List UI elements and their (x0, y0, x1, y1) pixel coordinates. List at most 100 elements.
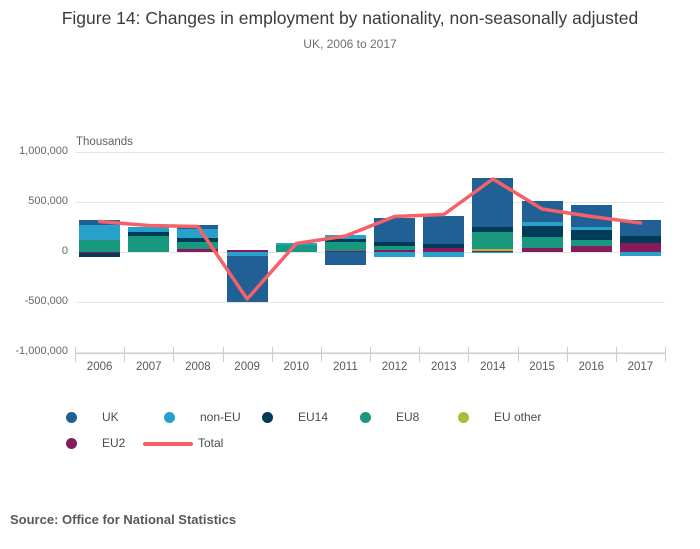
bar-2013-segment-eu14[interactable] (423, 243, 465, 248)
x-axis-tick (222, 347, 224, 362)
legend-dot-swatch (164, 412, 175, 423)
x-axis-tick (124, 347, 126, 362)
legend-line-swatch (143, 442, 193, 446)
bar-2012-segment-non-eu[interactable] (374, 252, 416, 257)
bar-2015-segment-eu14[interactable] (521, 226, 563, 237)
legend-dot-swatch (458, 412, 469, 423)
x-tick-label-2017: 2017 (627, 361, 654, 373)
x-axis-tick (468, 347, 470, 362)
gridline-500000 (75, 202, 665, 203)
legend-dot-swatch (360, 412, 371, 423)
bar-2006-segment-eu14[interactable] (79, 253, 121, 257)
bar-2006-segment-eu2[interactable] (79, 252, 121, 254)
x-tick-label-2016: 2016 (578, 361, 605, 373)
bar-2016-segment-eu8[interactable] (570, 240, 612, 246)
bar-2008-segment-eu2[interactable] (177, 249, 219, 252)
x-tick-label-2008: 2008 (185, 361, 211, 373)
bar-2012-segment-uk[interactable] (374, 218, 416, 242)
bar-2016-segment-non-eu[interactable] (570, 226, 612, 230)
x-tick-label-2011: 2011 (333, 361, 358, 373)
bar-2011-segment-uk[interactable] (324, 252, 366, 265)
bar-2013-segment-eu2[interactable] (423, 248, 465, 252)
bar-2015-segment-eu2[interactable] (521, 248, 563, 252)
bar-2008-segment-eu14[interactable] (177, 238, 219, 242)
bar-2012-segment-eu2[interactable] (374, 249, 416, 252)
y-tick-label: -1,000,000 (15, 345, 68, 357)
bar-2012-segment-eu8[interactable] (374, 245, 416, 250)
y-tick-label: 1,000,000 (19, 145, 68, 157)
x-axis-tick (320, 347, 322, 362)
x-tick-label-2014: 2014 (480, 361, 506, 373)
bar-2007-segment-eu8[interactable] (128, 236, 170, 252)
legend-dot-swatch (66, 438, 77, 449)
bar-2007-segment-non-eu[interactable] (128, 226, 170, 232)
bar-2010-segment-eu8[interactable] (275, 244, 317, 252)
bar-2011-segment-eu2[interactable] (324, 250, 366, 252)
plot-area (75, 150, 665, 353)
legend-label: Total (198, 436, 224, 450)
gridline--500000 (75, 302, 665, 303)
legend-label: EU other (494, 410, 542, 424)
bar-2009-segment-eu2[interactable] (226, 249, 268, 252)
legend-label: EU2 (102, 436, 126, 450)
bar-2017-segment-eu2[interactable] (619, 243, 661, 252)
gridline-0 (75, 252, 665, 253)
x-tick-label-2007: 2007 (136, 361, 162, 373)
source-text: Source: Office for National Statistics (10, 512, 237, 527)
bar-2011-segment-eu8[interactable] (324, 242, 366, 251)
legend: UK non-EU EU14 EU8 EU other EU2 Total (0, 404, 700, 456)
figure-subtitle: UK, 2006 to 2017 (303, 37, 397, 51)
x-tick-label-2010: 2010 (283, 361, 310, 373)
bar-2012-segment-eu14[interactable] (374, 241, 416, 246)
x-tick-label-2015: 2015 (529, 361, 555, 373)
bar-2016-segment-eu2[interactable] (570, 245, 612, 252)
bar-2015-segment-non-eu[interactable] (521, 221, 563, 226)
x-tick-label-2013: 2013 (431, 361, 457, 373)
bar-2017-segment-eu14[interactable] (619, 235, 661, 243)
x-tick-label-2006: 2006 (86, 361, 113, 373)
total-line-layer (97, 177, 643, 301)
bar-2006-segment-eu8[interactable] (79, 240, 121, 252)
bar-2009-segment-non-eu[interactable] (226, 252, 268, 256)
x-axis-tick (566, 347, 568, 362)
x-axis-tick (271, 347, 273, 362)
bar-2015-segment-eu8[interactable] (521, 236, 563, 248)
x-axis-tick (615, 347, 617, 362)
x-tick-label-2012: 2012 (381, 361, 408, 373)
bar-2008-segment-non-eu[interactable] (177, 229, 219, 238)
y-tick-label: -500,000 (24, 295, 68, 307)
bar-2008-segment-eu8[interactable] (177, 242, 219, 249)
x-axis-tick (75, 347, 76, 362)
x-axis-tick (370, 347, 371, 362)
x-axis-tick (517, 347, 519, 362)
figure-title: Figure 14: Changes in employment by nati… (61, 8, 639, 28)
bar-2014-segment-non-eu[interactable] (472, 252, 514, 253)
bar-2017-segment-uk[interactable] (619, 220, 661, 236)
bar-2011-segment-eu14[interactable] (324, 239, 366, 242)
x-axis-tick (419, 347, 421, 362)
bar-2007-segment-eu14[interactable] (128, 232, 170, 236)
bar-2013-segment-uk[interactable] (423, 216, 465, 244)
y-axis-unit-label: Thousands (76, 136, 133, 148)
gridline-1000000 (75, 152, 665, 153)
legend-dot-swatch (66, 412, 77, 423)
y-tick-label: 0 (61, 245, 68, 257)
bar-2014-segment-eu2[interactable] (472, 250, 514, 252)
legend-label: non-EU (200, 410, 241, 424)
bar-2017-segment-non-eu[interactable] (619, 252, 661, 256)
bar-2013-segment-non-eu[interactable] (423, 252, 465, 257)
bar-2016-segment-eu14[interactable] (570, 230, 612, 240)
bar-2014-segment-eu8[interactable] (472, 232, 514, 249)
bar-2014-segment-eu-other[interactable] (472, 248, 514, 251)
bar-2006-segment-non-eu[interactable] (79, 225, 121, 240)
bar-2014-segment-eu14[interactable] (472, 227, 514, 232)
legend-dot-swatch (262, 412, 273, 423)
legend-label: EU8 (396, 410, 420, 424)
legend-label: UK (102, 410, 119, 424)
x-tick-label-2009: 2009 (234, 361, 260, 373)
y-tick-label: 500,000 (28, 195, 68, 207)
x-axis-tick (665, 347, 666, 362)
bar-2015-segment-uk[interactable] (521, 200, 563, 222)
total-line[interactable] (97, 177, 643, 301)
